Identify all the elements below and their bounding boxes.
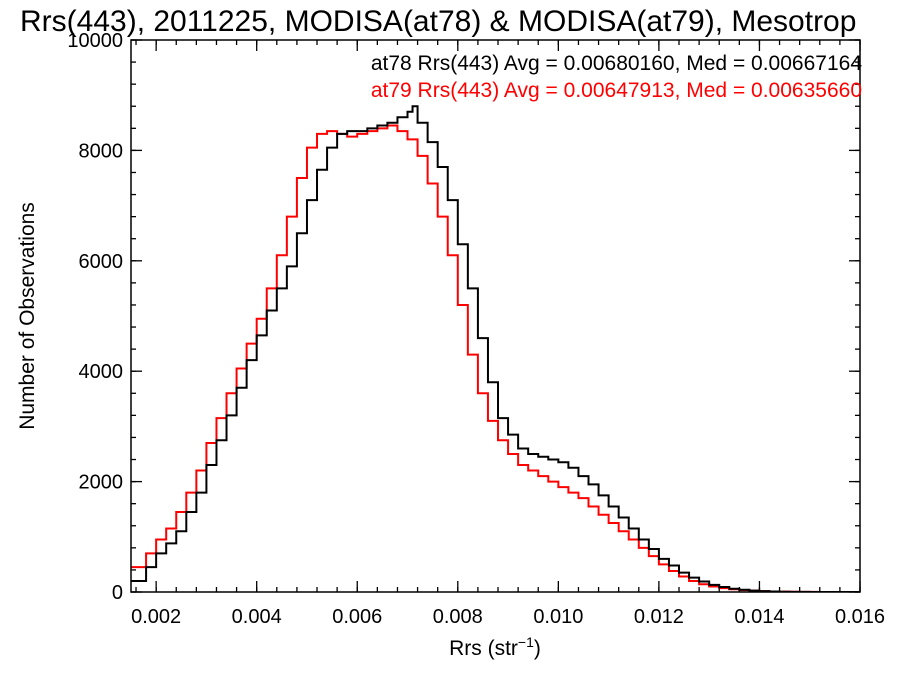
y-axis-label: Number of Observations — [16, 202, 39, 430]
x-tick-label: 0.012 — [634, 606, 684, 628]
x-tick-label: 0.014 — [734, 606, 784, 628]
y-tick-label: 8000 — [79, 140, 124, 162]
y-tick-label: 2000 — [79, 472, 124, 494]
x-tick-label: 0.008 — [433, 606, 483, 628]
x-axis-label: Rrs (str−1) — [449, 634, 541, 660]
series-line-at78 — [131, 105, 860, 592]
y-tick-label: 10000 — [67, 30, 123, 52]
legend-entry-at79: at79 Rrs(443) Avg = 0.00647913, Med = 0.… — [371, 79, 862, 102]
axis-ticks: 0.002 0.004 0.006 0.008 0.010 0.012 0.014 0.016… — [67, 30, 885, 628]
x-tick-label: 0.010 — [533, 606, 583, 628]
x-axis-label-superscript: −1 — [518, 634, 534, 650]
x-tick-label: 0.004 — [232, 606, 282, 628]
chart-title: Rrs(443), 2011225, MODISA(at78) & MODISA… — [20, 5, 856, 38]
x-tick-label: 0.002 — [131, 606, 181, 628]
y-tick-label: 0 — [112, 582, 123, 604]
x-tick-label: 0.006 — [332, 606, 382, 628]
x-tick-label: 0.016 — [835, 606, 885, 628]
series-line-at79 — [131, 124, 860, 592]
plot-series — [131, 105, 860, 592]
y-tick-label: 4000 — [79, 361, 124, 383]
y-tick-label: 6000 — [79, 251, 124, 273]
x-axis-label-text: Rrs (str — [449, 637, 518, 660]
x-axis-label-close: ) — [534, 637, 541, 660]
plot-frame — [130, 39, 861, 593]
legend-entry-at78: at78 Rrs(443) Avg = 0.00680160, Med = 0.… — [371, 52, 862, 75]
